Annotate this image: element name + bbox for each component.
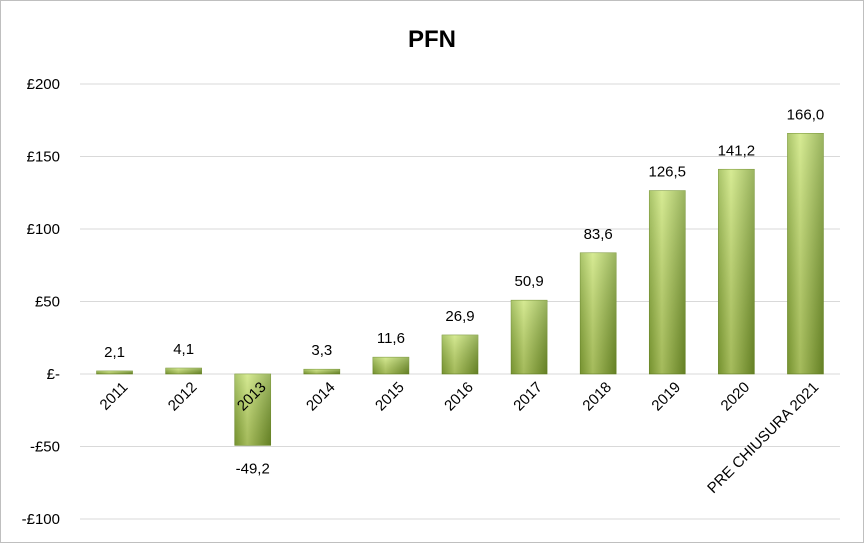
y-tick-label: £-: [47, 366, 60, 383]
y-tick-label: £200: [27, 76, 60, 93]
data-label: 2,1: [104, 344, 125, 361]
bar-shade: [165, 368, 202, 374]
data-label: 83,6: [584, 226, 613, 243]
bar-shade: [442, 334, 478, 374]
chart-title: PFN: [408, 26, 456, 53]
y-tick-label: -£100: [22, 511, 60, 528]
x-tick-label: 2014: [303, 379, 339, 415]
x-tick-label: 2011: [97, 379, 132, 414]
x-tick-label: 2017: [510, 379, 546, 415]
bar-shade: [511, 300, 548, 374]
bars: [96, 133, 824, 446]
bar-shade: [96, 370, 133, 374]
bar-shade: [718, 169, 755, 374]
bar-shade: [787, 133, 824, 374]
bar: [718, 168, 755, 375]
bar-shade: [234, 374, 271, 446]
bar-shade: [580, 252, 617, 374]
data-label: 4,1: [173, 341, 194, 358]
bar-shade: [649, 190, 686, 374]
x-tick-label: 2016: [441, 379, 477, 415]
x-tick-label: 2012: [165, 379, 201, 415]
x-tick-label: 2019: [648, 379, 684, 415]
data-label: 50,9: [514, 273, 543, 290]
bar: [441, 334, 479, 375]
bar: [372, 356, 410, 375]
bar: [234, 373, 272, 446]
bar: [510, 299, 548, 375]
bar: [787, 133, 824, 375]
x-tick-label: PRE CHIUSURA 2021: [704, 379, 822, 497]
x-tick-label: 2015: [372, 379, 408, 415]
data-label: 3,3: [311, 342, 332, 359]
data-label: -49,2: [236, 460, 270, 477]
data-label: 141,2: [718, 142, 756, 159]
data-label: 11,6: [377, 330, 405, 347]
data-label: 126,5: [648, 164, 686, 181]
y-tick-label: -£50: [30, 439, 60, 456]
x-tick-label: 2020: [718, 379, 754, 415]
data-label: 166,0: [787, 106, 825, 123]
x-axis-ticks: 2011 2012 2013 2014 2015 2016 2017 2018 2019 2020…: [97, 379, 823, 497]
data-label: 26,9: [445, 308, 474, 325]
y-tick-label: £50: [35, 294, 60, 311]
bar-shade: [303, 369, 340, 374]
bar: [96, 370, 133, 375]
bar: [648, 190, 686, 375]
x-tick-label: 2018: [579, 379, 615, 415]
bar: [579, 252, 617, 375]
data-labels: 2,1 4,1 -49,2 3,3 11,6 26,9 50,9 83,6 126,5 141,2…: [104, 106, 824, 477]
y-tick-label: £100: [27, 221, 60, 238]
bar: [165, 367, 202, 375]
y-axis-ticks: £200 £150 £100 £50 £- -£50 -£100: [22, 76, 60, 528]
y-tick-label: £150: [27, 149, 60, 166]
bar-shade: [372, 357, 409, 374]
bar: [303, 368, 341, 375]
